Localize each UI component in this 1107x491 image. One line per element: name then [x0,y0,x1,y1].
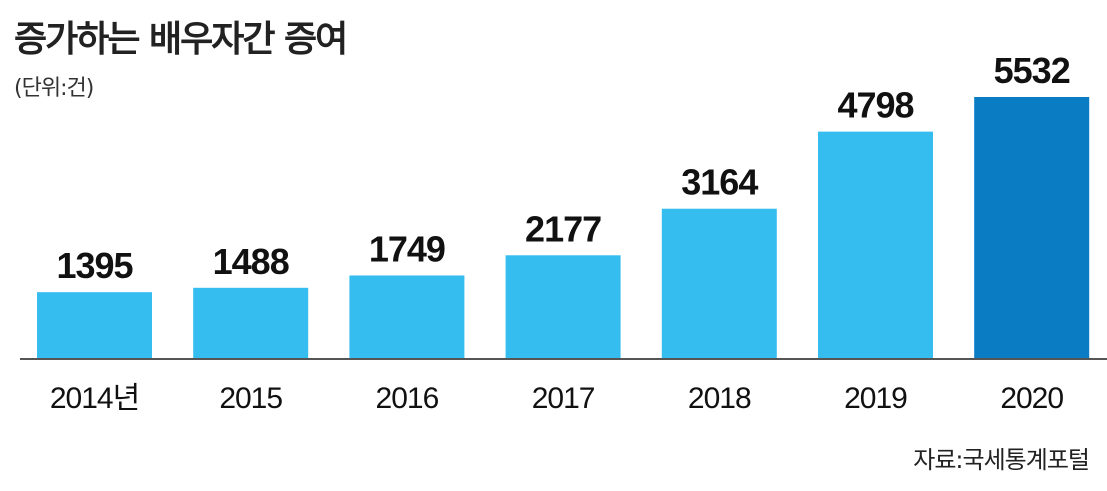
value-label: 1395 [56,245,133,286]
chart-title: 증가하는 배우자간 증여 [14,19,348,60]
value-label: 4798 [837,85,913,126]
value-label: 2177 [525,208,601,249]
x-tick-label: 2020 [1000,382,1063,415]
x-tick-label: 2017 [532,382,595,415]
value-label: 3164 [681,162,758,203]
bar-2019 [818,131,933,358]
value-labels-group: 1395 1488 1749 2177 3164 4798 5532 [56,50,1070,286]
x-tick-label: 2018 [688,382,751,415]
bars-group [37,97,1090,358]
value-label: 1488 [213,241,289,282]
bar-2018 [661,208,777,358]
x-tick-label: 2015 [219,382,282,415]
bar-2015 [193,287,309,358]
value-label: 5532 [994,50,1070,91]
bar-2016 [349,275,465,358]
unit-label: (단위:건) [14,76,94,101]
x-tick-label: 2016 [376,382,439,415]
tick-labels-group: 2014년 2015 2016 2017 2018 2019 2020 [50,382,1065,415]
bar-2017 [505,255,621,358]
bar-2014년 [37,292,152,358]
x-tick-label: 2019 [844,382,907,415]
bar-2020 [974,97,1090,358]
source-note: 자료:국세통계포털 [913,446,1090,474]
x-tick-label: 2014년 [50,382,139,415]
value-label: 1749 [369,228,445,269]
